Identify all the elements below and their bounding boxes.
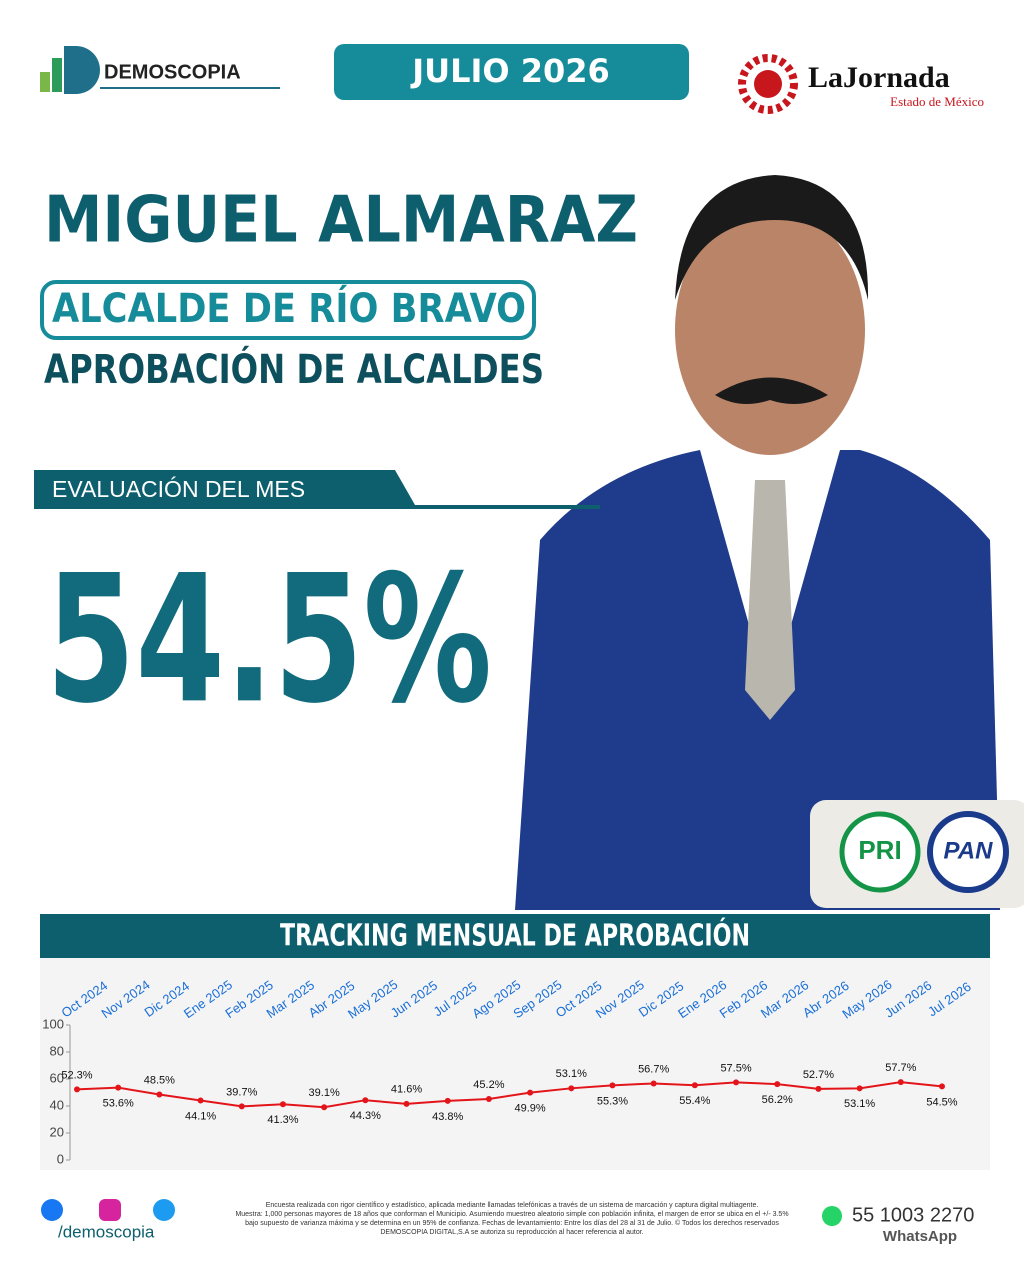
point xyxy=(321,1104,328,1111)
value-label: 57.7% xyxy=(885,1062,916,1074)
brand-logo xyxy=(40,46,280,94)
value-label: 55.4% xyxy=(679,1095,710,1107)
point xyxy=(939,1083,945,1090)
point xyxy=(197,1097,204,1104)
line xyxy=(76,1081,943,1109)
person-subtitle: APROBACIÓN DE ALCALDES xyxy=(44,345,544,393)
point xyxy=(115,1084,122,1091)
role-box xyxy=(40,280,536,340)
value-label: 39.1% xyxy=(309,1087,340,1099)
point xyxy=(856,1085,863,1092)
y-tick-label: 0 xyxy=(57,1151,64,1166)
partner-logo-core xyxy=(754,70,782,98)
y-tick-label: 80 xyxy=(50,1043,64,1058)
value-label: 52.7% xyxy=(803,1069,834,1081)
value-label: 41.3% xyxy=(267,1114,298,1126)
chart-area xyxy=(40,958,990,1170)
value-label: 48.5% xyxy=(144,1074,175,1086)
value-label: 53.6% xyxy=(103,1098,134,1110)
point xyxy=(733,1079,740,1086)
value-label: 45.2% xyxy=(473,1079,504,1091)
value-label: 56.7% xyxy=(638,1063,669,1075)
partner-sub: Estado de México xyxy=(890,94,984,109)
value-label: 57.5% xyxy=(720,1062,751,1074)
point xyxy=(279,1101,286,1108)
point xyxy=(568,1085,575,1092)
point xyxy=(403,1100,410,1107)
point xyxy=(774,1081,781,1088)
disclaimer-line: Encuesta realizada con rigor científico … xyxy=(266,1202,759,1209)
point xyxy=(74,1086,80,1093)
phone-label: WhatsApp xyxy=(883,1228,957,1245)
brand: DEMOSCOPIA xyxy=(104,61,241,83)
person-role: ALCALDE DE RÍO BRAVO xyxy=(52,284,526,332)
point xyxy=(691,1082,698,1089)
disclaimer-line: DEMOSCOPIA DIGITAL,S.A se autoriza su re… xyxy=(380,1229,643,1236)
value-label: 41.6% xyxy=(391,1084,422,1096)
y-tick-label: 20 xyxy=(50,1124,64,1139)
person-name: MIGUEL ALMARAZ xyxy=(44,184,638,258)
disclaimer-line: Muestra: 1,000 personas mayores de 18 añ… xyxy=(235,1211,788,1218)
evaluation-label: EVALUACIÓN DEL MES xyxy=(52,476,305,502)
point xyxy=(444,1097,451,1104)
point xyxy=(815,1085,822,1092)
point xyxy=(527,1089,534,1096)
disclaimer-line: bajo supuesto de varianza máxima y se de… xyxy=(245,1219,779,1227)
party: PRI xyxy=(858,835,901,865)
value-label: 44.1% xyxy=(185,1110,216,1122)
date-badge xyxy=(334,44,689,100)
partner-logo xyxy=(738,54,798,114)
y-tick-label: 60 xyxy=(50,1070,64,1085)
twitter-icon xyxy=(153,1199,175,1221)
chart-title: TRACKING MENSUAL DE APROBACIÓN xyxy=(280,917,750,954)
point xyxy=(897,1079,904,1086)
value-label: 52.3% xyxy=(61,1069,92,1081)
disclaimer: Encuesta realizada con rigor científico … xyxy=(235,1202,788,1236)
value-label: 54.5% xyxy=(926,1096,957,1108)
point xyxy=(650,1080,657,1087)
social-handle: /demoscopia xyxy=(58,1222,155,1241)
y-tick-label: 100 xyxy=(42,1016,64,1031)
value-label: 55.3% xyxy=(597,1095,628,1107)
value-label: 53.1% xyxy=(844,1098,875,1110)
point xyxy=(156,1091,163,1098)
point xyxy=(238,1103,245,1110)
chart-title-bar xyxy=(40,914,990,958)
pan-logo xyxy=(927,811,1009,893)
value-label: 43.8% xyxy=(432,1111,463,1123)
evaluation-banner xyxy=(34,470,600,509)
y-tick-label: 40 xyxy=(50,1097,64,1112)
point xyxy=(485,1095,492,1102)
whatsapp-icon xyxy=(822,1206,842,1226)
value-label: 53.1% xyxy=(556,1068,587,1080)
value-label: 44.3% xyxy=(350,1110,381,1122)
partner: LaJornada xyxy=(808,61,950,94)
phone: 55 1003 2270 xyxy=(852,1204,974,1226)
point xyxy=(609,1082,616,1089)
instagram-icon xyxy=(99,1199,121,1221)
party: PAN xyxy=(944,837,994,864)
facebook-icon xyxy=(41,1199,63,1221)
value-label: 49.9% xyxy=(514,1103,545,1115)
point xyxy=(362,1097,369,1104)
value-label: 39.7% xyxy=(226,1086,257,1098)
date: JULIO 2026 xyxy=(410,52,610,90)
value-label: 56.2% xyxy=(762,1094,793,1106)
portrait xyxy=(515,175,1000,910)
pri-logo xyxy=(839,811,921,893)
evaluation-value: 54.5% xyxy=(46,537,492,742)
